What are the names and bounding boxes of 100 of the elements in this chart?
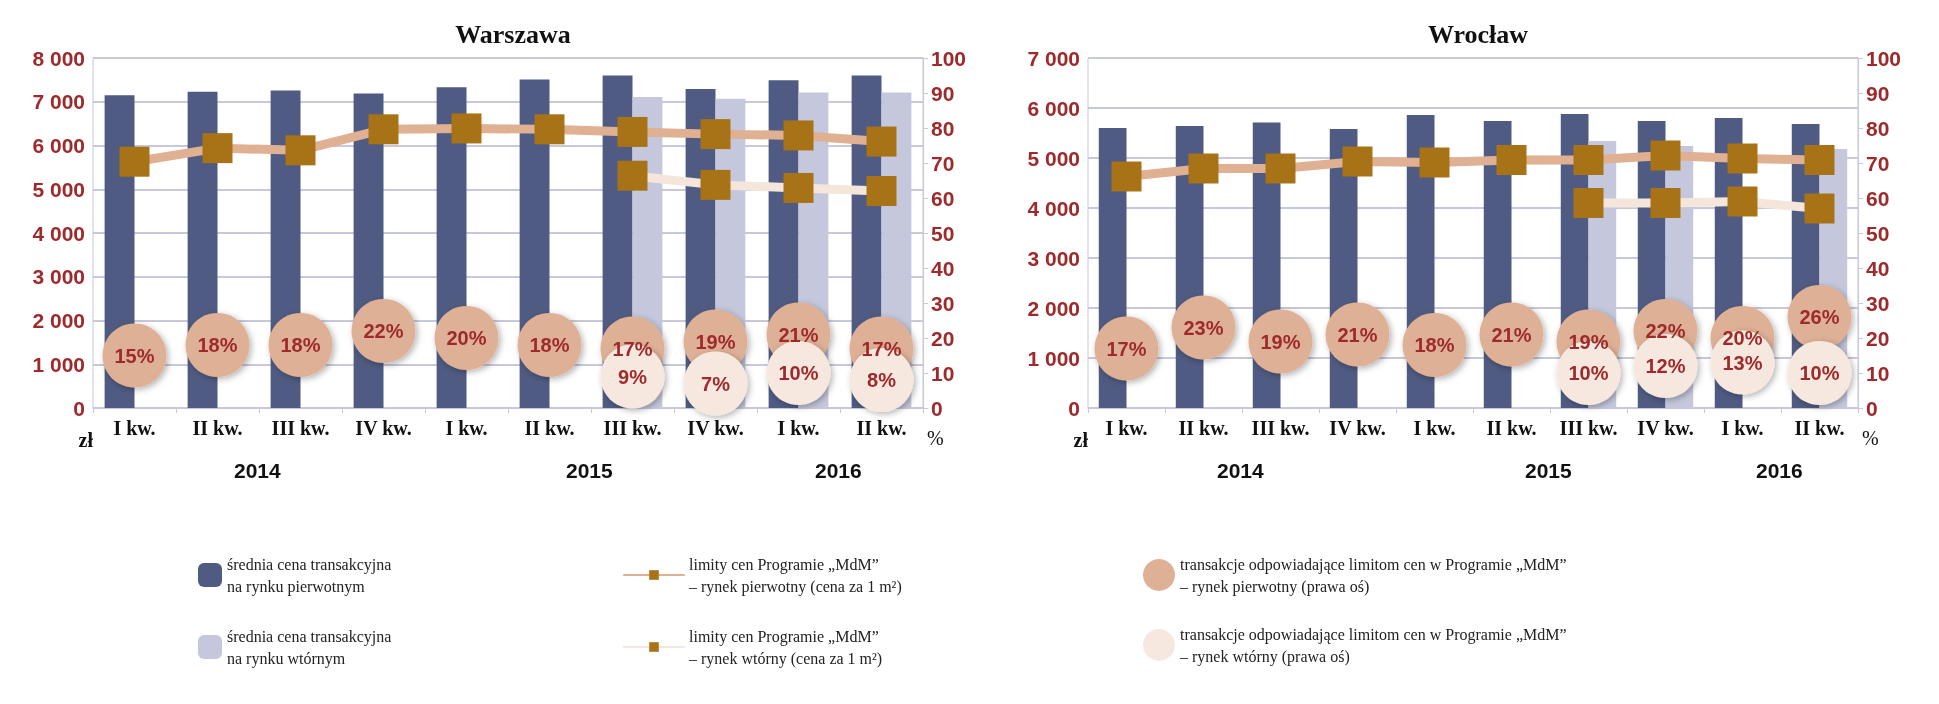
x-tick-label: I kw.	[113, 417, 156, 439]
y2-tick-label: 30	[931, 291, 955, 315]
point	[683, 351, 748, 416]
text: 2014	[1217, 459, 1265, 482]
y-tick-label: 2 000	[32, 309, 85, 332]
y-tick-label: 1 000	[1027, 346, 1080, 370]
data-label: 26%	[1799, 306, 1840, 328]
x-tick-label: II kw.	[1486, 417, 1537, 439]
data-label: 20%	[446, 327, 487, 349]
data-label: 19%	[1568, 330, 1609, 353]
x-tick-label: II kw.	[524, 417, 575, 439]
data-label: 21%	[1337, 323, 1378, 346]
y-tick-label: 7 000	[1027, 46, 1080, 70]
data-label: 23%	[1183, 316, 1224, 339]
data-label: 20%	[1722, 327, 1763, 349]
x-tick-label: IV kw.	[687, 417, 744, 439]
legend-label: średnia cena transakcyjna na rynku wtórnym	[227, 627, 392, 668]
data-label: 18%	[529, 334, 570, 356]
data-label: 13%	[1722, 351, 1763, 374]
y2-tick-label: 70	[931, 151, 955, 175]
data-label: 19%	[1260, 330, 1301, 353]
data-label: 17%	[1106, 337, 1147, 360]
y-tick-label: 8 000	[32, 46, 85, 70]
x-tick-label: I kw.	[1413, 417, 1456, 439]
y2-tick-label: 60	[931, 186, 955, 210]
data-label: 21%	[1491, 323, 1532, 346]
x-tick-label: I kw.	[1721, 417, 1764, 439]
x-tick-label: II kw.	[856, 417, 907, 439]
data-label: 18%	[1414, 334, 1455, 356]
y-tick-label: 4 000	[32, 221, 85, 245]
data-label: 22%	[363, 320, 404, 342]
y2-axis-title: %	[927, 427, 944, 449]
legend-label: transakcje odpowiadające limitom cen w Programie „MdM” – rynek pierwotny (prawa oś)	[1179, 555, 1567, 596]
y2-tick-label: 100	[931, 46, 967, 70]
text: 2015	[566, 459, 614, 482]
chart-title: Warszawa	[455, 19, 571, 49]
y-tick-label: 2 000	[1027, 296, 1080, 320]
x-tick-label: III kw.	[1251, 417, 1310, 439]
data-label: 18%	[280, 334, 321, 356]
y-tick-label: 6 000	[32, 134, 85, 157]
y2-tick-label: 50	[1866, 221, 1890, 245]
y2-tick-label: 90	[931, 81, 955, 105]
y2-tick-label: 90	[1866, 81, 1890, 105]
y2-tick-label: 10	[1866, 361, 1890, 385]
legend-label: średnia cena transakcyjna na rynku pierwotnym	[227, 555, 392, 596]
y2-tick-label: 0	[931, 396, 943, 420]
data-label: 10%	[1568, 362, 1609, 384]
legend-label: limity cen Programie „MdM” – rynek wtórny (cena za 1 m²)	[688, 627, 883, 668]
legend-label: limity cen Programie „MdM” – rynek pierwotny (cena za 1 m²)	[688, 555, 902, 596]
y-tick-label: 1 000	[32, 352, 85, 376]
x-tick-label: II kw.	[1794, 417, 1845, 439]
data-label: 10%	[778, 362, 819, 384]
text: 2016	[815, 459, 862, 482]
y-tick-label: 3 000	[1027, 246, 1080, 270]
y2-tick-label: 60	[1866, 186, 1890, 210]
data-label: 7%	[701, 372, 731, 395]
y2-axis-title: %	[1862, 427, 1879, 449]
y2-tick-label: 40	[931, 256, 955, 280]
legend-label: transakcje odpowiadające limitom cen w Programie „MdM” – rynek wtórny (prawa oś)	[1179, 625, 1567, 666]
y2-tick-label: 70	[1866, 151, 1890, 175]
x-tick-label: I kw.	[777, 417, 820, 439]
y2-tick-label: 100	[1866, 46, 1902, 70]
data-label: 15%	[114, 344, 155, 367]
x-tick-label: III kw.	[271, 417, 330, 439]
chart-title: Wrocław	[1427, 19, 1529, 49]
y2-tick-label: 80	[1866, 116, 1890, 140]
y2-tick-label: 0	[1866, 396, 1878, 420]
text: 2015	[1525, 459, 1573, 482]
x-tick-label: III kw.	[1559, 417, 1618, 439]
x-tick-label: IV kw.	[355, 417, 412, 439]
y2-tick-label: 80	[931, 116, 955, 140]
data-label: 17%	[612, 337, 653, 360]
y-tick-label: 0	[1068, 396, 1080, 420]
y2-tick-label: 20	[1866, 326, 1890, 350]
y2-tick-label: 30	[1866, 291, 1890, 315]
data-label: 8%	[867, 369, 897, 391]
data-label: 18%	[197, 334, 238, 356]
text: 2016	[1756, 459, 1803, 482]
data-label: 21%	[778, 323, 819, 346]
x-tick-label: I kw.	[1105, 417, 1148, 439]
x-tick-label: II kw.	[1178, 417, 1229, 439]
x-tick-label: IV kw.	[1329, 417, 1386, 439]
data-label: 17%	[861, 337, 902, 360]
y-tick-label: 4 000	[1027, 196, 1080, 220]
x-tick-label: III kw.	[603, 417, 662, 439]
data-label: 10%	[1799, 362, 1840, 384]
y-tick-label: 3 000	[32, 265, 85, 289]
data-label: 9%	[618, 365, 648, 388]
y-tick-label: 0	[73, 396, 85, 420]
y2-tick-label: 10	[931, 361, 955, 385]
y-tick-label: 5 000	[32, 177, 85, 201]
y2-tick-label: 20	[931, 326, 955, 350]
text: 2014	[234, 459, 282, 482]
x-tick-label: II kw.	[192, 417, 243, 439]
data-label: 22%	[1645, 320, 1686, 342]
data-label: 12%	[1645, 355, 1686, 377]
x-tick-label: I kw.	[445, 417, 488, 439]
y-tick-label: 5 000	[1027, 146, 1080, 170]
y2-tick-label: 40	[1866, 256, 1890, 280]
x-tick-label: IV kw.	[1637, 417, 1694, 439]
